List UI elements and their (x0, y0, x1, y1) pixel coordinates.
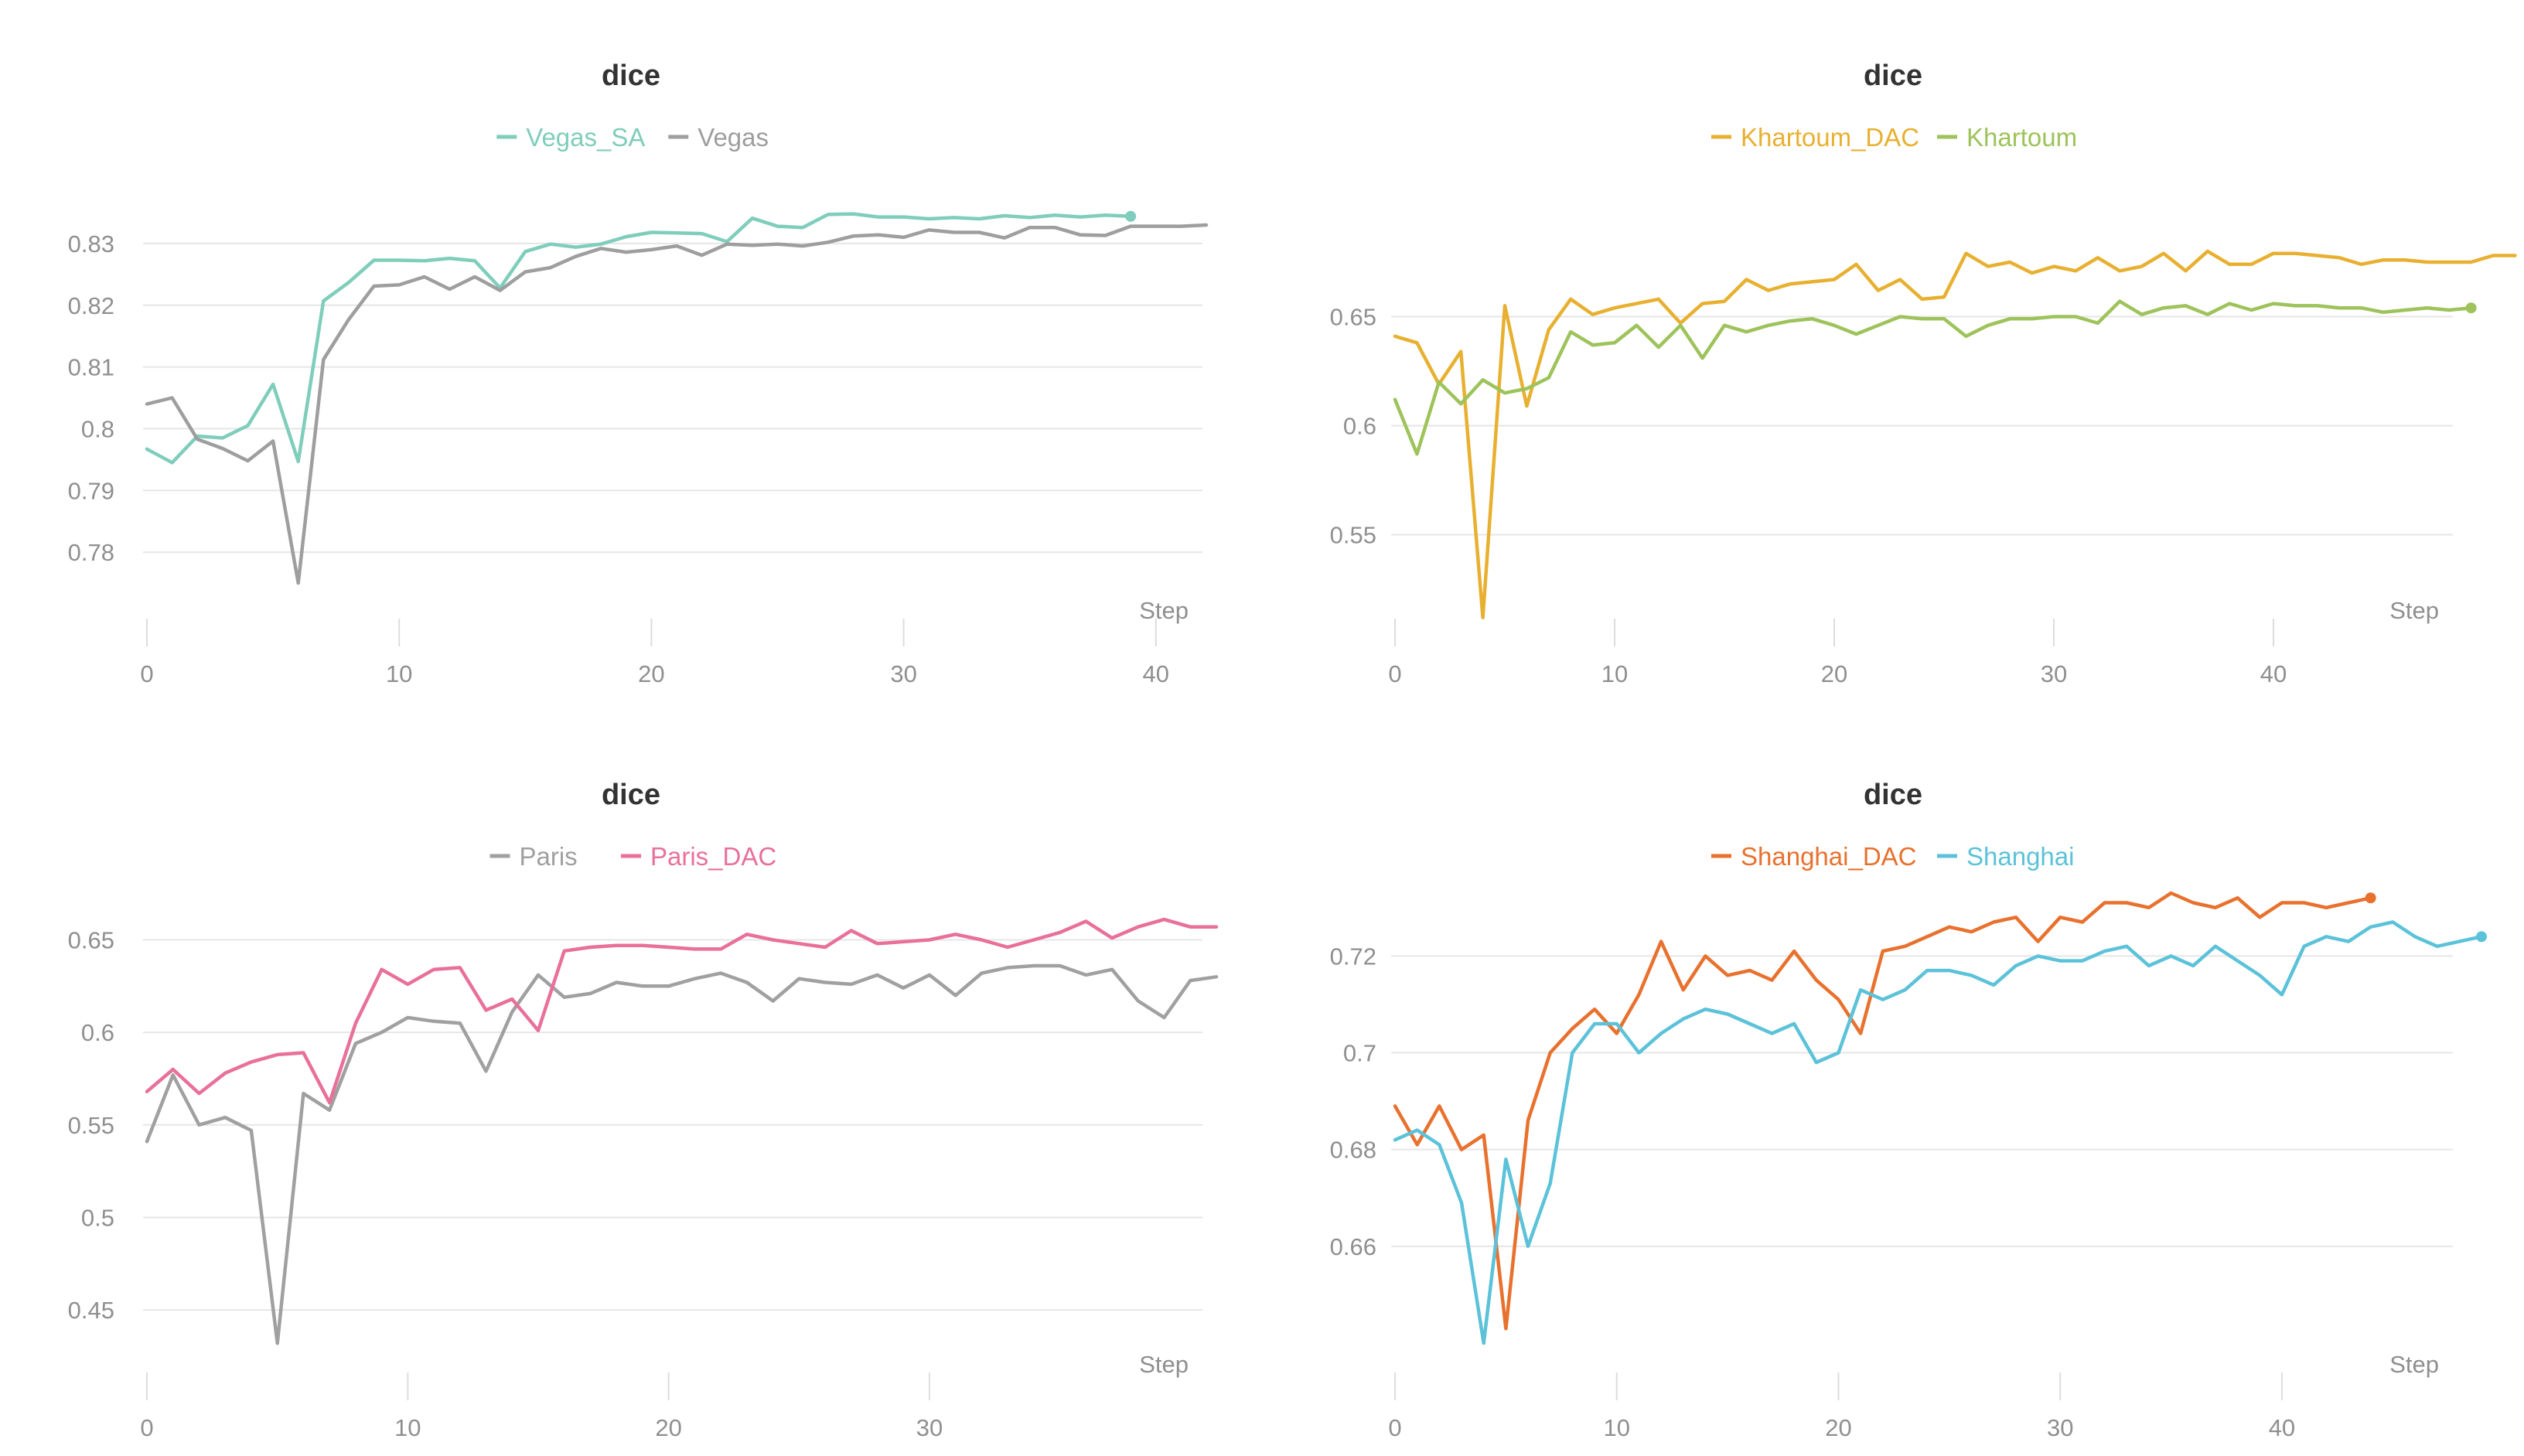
y-tick-label: 0.65 (68, 926, 114, 953)
legend-label[interactable]: Shanghai_DAC (1741, 842, 1917, 871)
x-tick-label: 10 (394, 1414, 421, 1441)
x-tick-label: 40 (1143, 660, 1169, 687)
y-tick-label: 0.65 (1330, 303, 1376, 330)
x-tick-label: 0 (140, 1414, 153, 1441)
x-tick-label: 40 (2269, 1414, 2295, 1441)
chart-svg-khartoum: dice Khartoum_DAC Khartoum 0.55 0.6 0.65 0 10 20… (1330, 60, 2517, 687)
y-tick-label: 0.8 (81, 415, 114, 442)
y-tick-label: 0.55 (1330, 522, 1376, 549)
y-tick-label: 0.68 (1330, 1137, 1376, 1164)
y-tick-label: 0.6 (1343, 413, 1376, 440)
series-end-marker (1125, 210, 1137, 222)
x-tick-label: 10 (1601, 660, 1628, 687)
series-line-shanghai (1393, 920, 2484, 1345)
x-tick-label: 20 (638, 660, 664, 687)
legend-label[interactable]: Khartoum_DAC (1741, 123, 1919, 152)
series-line-paris_dac (145, 917, 1219, 1105)
y-tick-label: 0.45 (68, 1297, 114, 1324)
series-line-khartoum_dac (1393, 249, 2517, 619)
y-tick-label: 0.7 (1343, 1040, 1376, 1067)
legend-label[interactable]: Khartoum (1966, 123, 2077, 152)
x-tick-label: 10 (1603, 1414, 1629, 1441)
series-end-marker (2365, 892, 2376, 904)
series-line-vegas_sa (145, 212, 1133, 465)
series-line-vegas (145, 223, 1209, 585)
y-tick-label: 0.83 (68, 230, 114, 257)
x-axis-label: Step (2389, 597, 2439, 624)
series-end-marker (2465, 302, 2477, 314)
legend-label[interactable]: Shanghai (1966, 842, 2074, 871)
y-tick-label: 0.66 (1330, 1233, 1376, 1260)
y-tick-label: 0.81 (68, 354, 114, 381)
x-tick-label: 30 (2041, 660, 2067, 687)
chart-panel-khartoum: dice Khartoum_DAC Khartoum 0.55 0.6 0.65 0 10 20… (1262, 0, 2524, 719)
chart-svg-vegas: dice Vegas_SA Vegas 0.78 0.79 0.8 0.81 0.82 0.83… (68, 60, 1209, 687)
y-tick-label: 0.5 (81, 1204, 114, 1231)
x-axis-label: Step (2389, 1351, 2439, 1378)
series-line-paris (145, 963, 1219, 1345)
chart-title: dice (1864, 60, 1922, 92)
series-line-shanghai_dac (1393, 891, 2372, 1331)
x-tick-label: 0 (1388, 1414, 1401, 1441)
x-axis-label: Step (1139, 597, 1189, 624)
chart-title: dice (1864, 779, 1922, 811)
chart-title: dice (602, 60, 660, 92)
x-axis-label: Step (1139, 1351, 1189, 1378)
legend-label[interactable]: Paris (520, 842, 578, 871)
series-line-khartoum (1393, 299, 2473, 456)
x-tick-label: 20 (1825, 1414, 1851, 1441)
x-tick-label: 0 (1388, 660, 1401, 687)
chart-svg-paris: dice Paris Paris_DAC 0.45 0.5 0.55 0.6 0.65 0 10 2… (68, 779, 1219, 1441)
chart-panel-vegas: dice Vegas_SA Vegas 0.78 0.79 0.8 0.81 0.82 0.83… (0, 0, 1262, 719)
y-tick-label: 0.55 (68, 1112, 114, 1139)
y-tick-label: 0.6 (81, 1019, 114, 1046)
x-tick-label: 0 (140, 660, 153, 687)
x-tick-label: 30 (890, 660, 916, 687)
chart-panel-paris: dice Paris Paris_DAC 0.45 0.5 0.55 0.6 0.65 0 10 2… (0, 719, 1262, 1456)
x-tick-label: 30 (916, 1414, 943, 1441)
x-tick-label: 30 (2047, 1414, 2073, 1441)
series-end-marker (2476, 931, 2487, 943)
chart-svg-shanghai: dice Shanghai_DAC Shanghai 0.66 0.68 0.7 0.72 0… (1330, 779, 2487, 1441)
y-tick-label: 0.79 (68, 477, 114, 504)
legend-label[interactable]: Vegas_SA (526, 123, 645, 152)
x-tick-label: 10 (386, 660, 412, 687)
legend-label[interactable]: Vegas (698, 123, 769, 152)
chart-title: dice (602, 779, 660, 811)
x-tick-label: 20 (1821, 660, 1847, 687)
x-tick-label: 40 (2260, 660, 2287, 687)
chart-panel-shanghai: dice Shanghai_DAC Shanghai 0.66 0.68 0.7 0.72 0… (1262, 719, 2524, 1456)
y-tick-label: 0.78 (68, 539, 114, 566)
legend-label[interactable]: Paris_DAC (650, 842, 776, 871)
x-tick-label: 20 (655, 1414, 681, 1441)
y-tick-label: 0.82 (68, 292, 114, 319)
y-tick-label: 0.72 (1330, 943, 1376, 970)
